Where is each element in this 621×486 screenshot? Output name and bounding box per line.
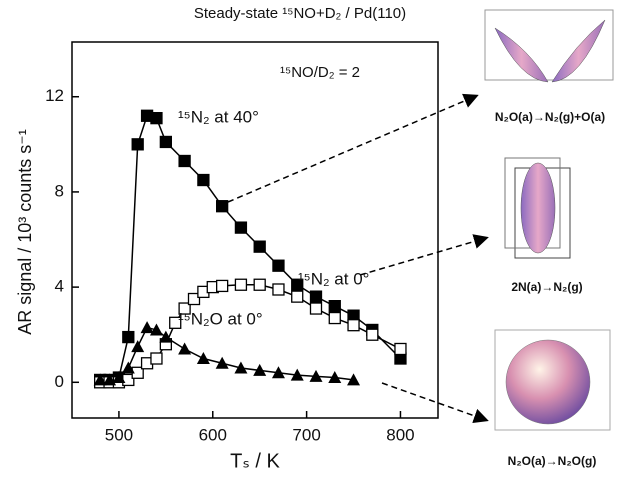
data-marker xyxy=(234,361,248,374)
data-marker xyxy=(149,323,163,336)
data-marker xyxy=(178,154,191,168)
data-marker xyxy=(328,311,341,325)
y-tick-label: 8 xyxy=(55,181,64,200)
data-marker xyxy=(187,292,201,306)
data-marker xyxy=(215,356,229,369)
annotation: ¹⁵NO/D₂ = 2 xyxy=(280,64,360,81)
data-marker xyxy=(271,366,285,379)
data-marker xyxy=(328,300,341,313)
plot-frame xyxy=(71,41,439,419)
data-marker xyxy=(131,340,145,353)
data-marker xyxy=(272,283,285,296)
data-marker xyxy=(112,371,126,384)
caption: N₂O(a)→N₂(g)+O(a) xyxy=(495,110,605,124)
x-tick-label: 800 xyxy=(386,425,414,444)
y-tick-label: 0 xyxy=(55,372,64,391)
data-marker xyxy=(253,240,266,253)
data-marker xyxy=(328,371,342,384)
x-tick-label: 500 xyxy=(105,425,133,444)
data-marker xyxy=(309,369,323,382)
caption: N₂O(a)→N₂O(g) xyxy=(508,454,597,468)
data-marker xyxy=(291,278,304,291)
data-marker xyxy=(150,352,163,365)
data-marker xyxy=(140,321,154,334)
y-tick-label: 4 xyxy=(55,277,64,296)
illustration-middle xyxy=(504,157,571,259)
y-axis-label: AR signal / 10³ counts s⁻¹ xyxy=(15,129,35,335)
data-marker xyxy=(93,373,107,386)
data-marker xyxy=(159,330,173,343)
illustration-top xyxy=(484,9,614,83)
data-marker xyxy=(272,259,285,272)
data-marker xyxy=(253,363,267,376)
series-label: ¹⁵N₂O at 0° xyxy=(178,309,263,328)
series-label: ¹⁵N₂ at 0° xyxy=(298,269,369,288)
data-marker xyxy=(216,200,229,213)
data-marker xyxy=(197,173,210,187)
data-marker xyxy=(290,368,304,381)
data-marker xyxy=(291,290,304,303)
data-marker xyxy=(131,138,144,151)
data-marker xyxy=(122,330,135,344)
data-marker xyxy=(234,221,248,234)
caption: 2N(a)→N₂(g) xyxy=(511,280,582,294)
x-tick-label: 700 xyxy=(292,425,320,444)
data-marker xyxy=(347,373,361,386)
arrows xyxy=(227,93,489,424)
data-marker xyxy=(169,316,182,329)
chart-title: Steady-state ¹⁵NO+D₂ / Pd(110) xyxy=(194,5,406,22)
y-tick-label: 12 xyxy=(45,86,64,105)
data-marker xyxy=(394,342,407,356)
data-marker xyxy=(309,290,323,303)
series-line xyxy=(100,114,401,381)
x-tick-label: 600 xyxy=(199,425,227,444)
data-marker xyxy=(159,135,172,149)
data-marker xyxy=(150,112,163,125)
x-axis-label: Tₛ / K xyxy=(230,450,280,472)
data-marker xyxy=(196,352,210,365)
data-marker xyxy=(178,342,192,355)
illustration-bottom xyxy=(494,329,611,431)
data-marker xyxy=(366,328,379,341)
series-label: ¹⁵N₂ at 40° xyxy=(178,107,259,126)
data-marker xyxy=(216,279,229,293)
data-marker xyxy=(234,278,248,291)
data-marker xyxy=(253,278,266,291)
data-marker xyxy=(178,302,191,315)
data-marker xyxy=(121,361,135,374)
data-marker xyxy=(309,302,323,315)
data-marker xyxy=(347,319,360,332)
